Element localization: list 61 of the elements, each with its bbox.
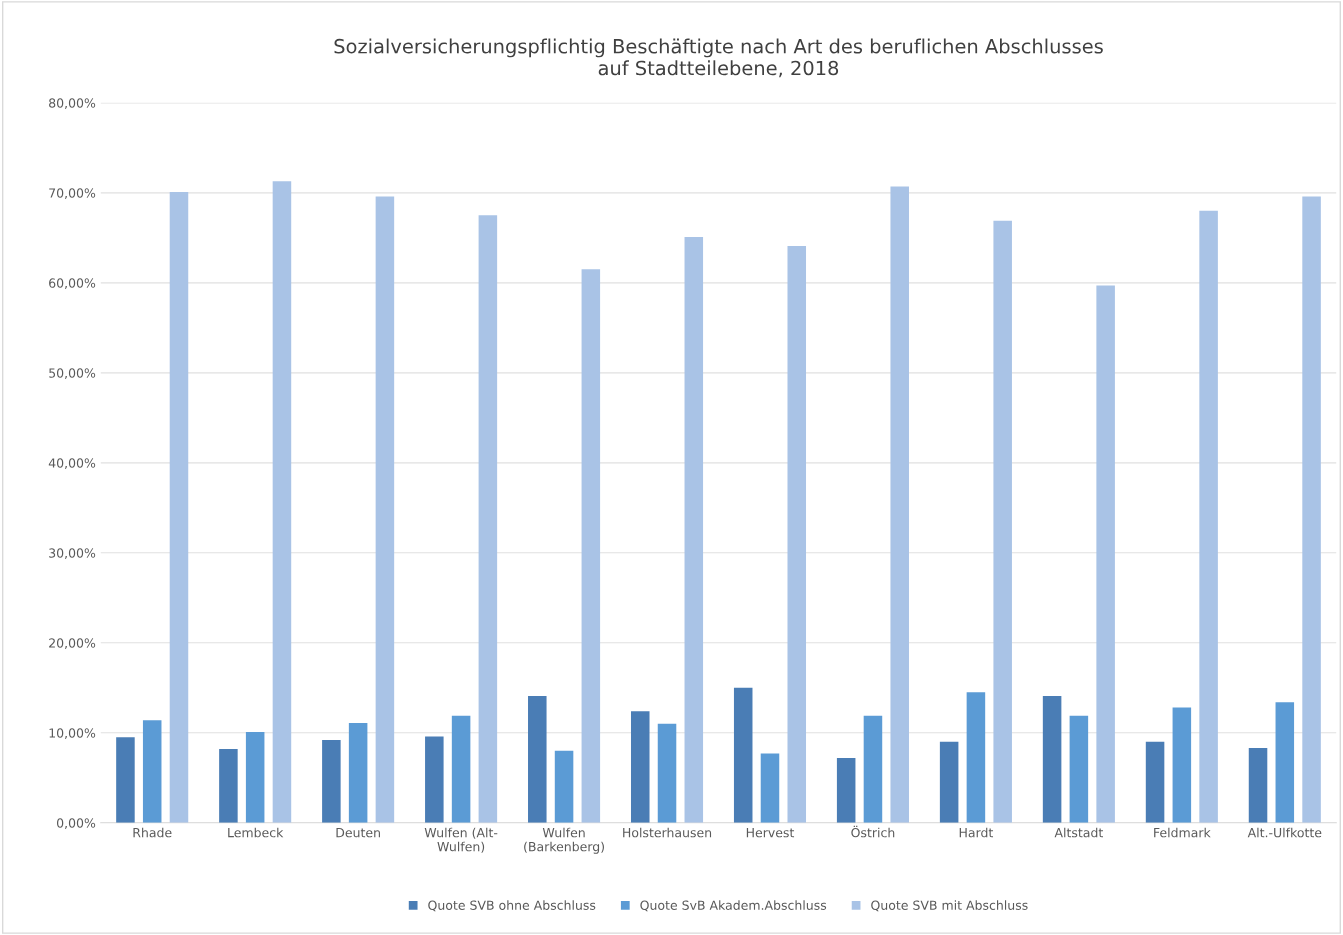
- bar: [478, 215, 498, 823]
- bar: [451, 715, 471, 823]
- legend-label: Quote SVB ohne Abschluss: [428, 900, 596, 912]
- bar: [760, 753, 780, 823]
- y-tick-label: 20,00%: [49, 638, 96, 650]
- x-tick-label: Hardt: [959, 827, 994, 838]
- x-tick-label: Altstadt: [1054, 827, 1103, 838]
- y-tick-label: 60,00%: [49, 278, 96, 290]
- bar: [245, 731, 265, 823]
- x-tick-label: Rhade: [133, 827, 172, 838]
- bar: [630, 711, 650, 823]
- x-tick-label: Holsterhausen: [623, 827, 712, 838]
- y-tick-label: 0,00%: [56, 818, 96, 829]
- bar: [1172, 707, 1192, 823]
- y-tick-label: 50,00%: [49, 368, 96, 380]
- legend-label: Quote SVB mit Abschluss: [871, 900, 1028, 912]
- bar: [1096, 285, 1115, 823]
- bar: [116, 737, 135, 823]
- y-tick-label: 70,00%: [49, 188, 96, 200]
- bar: [733, 687, 753, 823]
- bar: [554, 750, 574, 823]
- bar: [528, 695, 547, 823]
- bar: [1302, 196, 1321, 823]
- x-tick-label: Deuten: [336, 828, 380, 838]
- x-tick-label: Feldmark: [1154, 827, 1211, 838]
- bar: [787, 245, 807, 823]
- bar: [1069, 715, 1089, 823]
- bar: [322, 740, 341, 823]
- y-tick-label: 10,00%: [49, 728, 96, 740]
- x-tick-label: Hervest: [746, 828, 795, 838]
- bar: [684, 236, 704, 823]
- x-tick-label: Alt.-Ulfkotte: [1247, 827, 1322, 838]
- bar: [966, 692, 986, 823]
- y-tick-label: 30,00%: [49, 548, 96, 560]
- bar: [836, 758, 856, 823]
- bar: [1275, 702, 1295, 823]
- y-tick-label: 80,00%: [49, 98, 96, 110]
- bar: [581, 269, 601, 823]
- bar: [1145, 741, 1165, 823]
- bar: [142, 720, 162, 823]
- bar: [890, 186, 909, 823]
- bar: [348, 722, 368, 823]
- legend-label: Quote SvB Akadem.Abschluss: [640, 900, 827, 912]
- y-tick-label: 40,00%: [48, 458, 96, 470]
- x-tick-label: Lembeck: [228, 827, 284, 838]
- bar: [219, 749, 238, 823]
- x-tick-label: Östrich: [851, 825, 895, 838]
- bar: [863, 715, 883, 823]
- bar: [657, 723, 677, 823]
- bar: [272, 181, 292, 823]
- bar: [1248, 748, 1268, 823]
- bar: [1042, 695, 1062, 823]
- bar: [939, 741, 959, 823]
- x-tick-label: Wulfen (Alt- Wulfen): [424, 827, 498, 853]
- bar: [375, 196, 395, 823]
- bar: [993, 220, 1012, 823]
- bar: [425, 736, 444, 823]
- x-tick-label: Wulfen (Barkenberg): [524, 827, 604, 854]
- chart-title: Sozialversicherungspflichtig Beschäftigte nach Art des beruflichen Abschlusses auf Stadtteilebene, 2018: [334, 38, 1103, 78]
- bar: [169, 191, 189, 823]
- bar: [1199, 210, 1218, 823]
